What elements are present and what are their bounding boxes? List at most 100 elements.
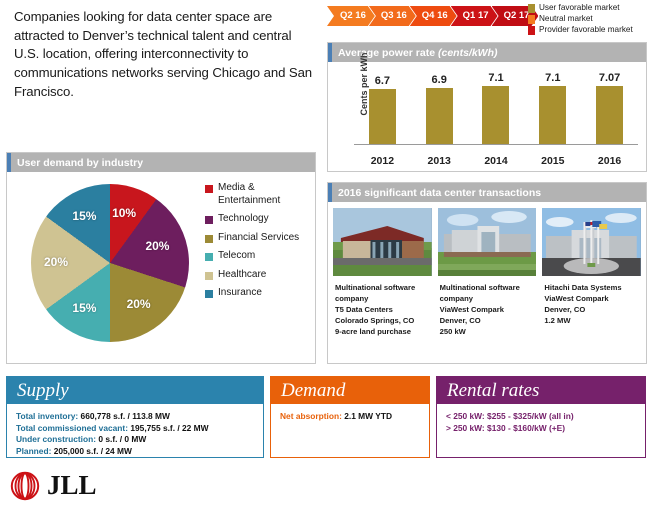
pie-legend-row: Telecom [205,250,313,263]
bar [482,86,510,144]
supply-metric: Under construction: 0 s.f. / 0 MW [16,434,254,446]
card-title: Average power rate (cents/kWh) [338,46,498,59]
transaction-details: Multinational software company ViaWest Com… [438,276,537,337]
pie-legend-row: Financial Services [205,232,313,245]
x-axis-tick-labels: 2012 2013 2014 2015 2016 [354,155,638,167]
legend-label: User favorable market [539,3,620,12]
bar-value-label: 6.7 [374,75,391,88]
ribbon-quarter-q2-17[interactable]: Q2 17 [492,6,539,26]
supply-metric: Total inventory: 660,778 s.f. / 113.8 MW [16,411,254,423]
jll-mark-icon [10,471,40,500]
pie-legend-swatch [205,216,213,224]
transaction-photo [542,208,642,276]
legend-label: Provider favorable market [539,25,633,34]
ribbon-quarter-q3-16[interactable]: Q3 16 [369,6,416,26]
transaction-details: Multinational software company T5 Data Cen… [333,276,432,337]
demand-metric: Net absorption: 2.1 MW YTD [280,411,420,423]
transaction-item: Multinational software company T5 Data Cen… [333,208,432,337]
pie-legend-swatch [205,185,213,193]
legend-row: Neutral market [528,14,650,25]
metric-value: 0 s.f. / 0 MW [96,434,147,444]
panel-header: Demand [271,377,429,404]
average-power-rate-card: Average power rate (cents/kWh) Cents per… [327,42,647,172]
transaction-line: company [335,294,369,303]
panel-title: Rental rates [447,379,540,401]
metric-label: Under construction: [16,434,97,444]
bar-value-label: 7.1 [488,72,504,85]
transaction-item: Multinational software company ViaWest Com… [437,208,537,337]
metric-label: Net absorption: [280,411,342,421]
transaction-item: Hitachi Data Systems ViaWest Compark Denve… [542,208,642,337]
jll-wordmark: JLL [47,470,97,500]
x-tick-label: 2016 [597,155,622,167]
transaction-line: Colorado Springs, CO [335,316,415,325]
panel-header: Supply [7,377,263,404]
legend-swatch [528,15,535,24]
pie-legend-swatch [205,290,213,298]
transaction-photo [333,208,432,276]
bar-group: 7.1 [470,66,521,144]
rental-metric: < 250 kW: $255 - $325/kW (all in) [446,411,574,421]
transaction-line: Denver, CO [544,305,586,314]
pie-slice-label: 20% [145,238,170,253]
transaction-line: 9-acre land purchase [335,327,411,336]
card-title: 2016 significant data center transaction… [338,186,542,199]
legend-swatch [528,4,535,13]
transaction-line: T5 Data Centers [335,305,393,314]
transaction-list: Multinational software company T5 Data Cen… [328,202,646,337]
bar-group: 6.7 [357,66,408,144]
ribbon-quarter-q2-16[interactable]: Q2 16 [327,6,375,26]
bar-group: 7.1 [527,66,578,144]
panel-body: Net absorption: 2.1 MW YTD [271,404,429,430]
pie-legend-label: Insurance [218,287,262,298]
pie-legend-swatch [205,253,213,261]
transaction-line: Multinational software [439,283,520,292]
supply-panel: Supply Total inventory: 660,778 s.f. / 1… [6,376,264,458]
transaction-line: ViaWest Compark [439,305,504,314]
transaction-line: ViaWest Compark [544,294,609,303]
jll-logo: JLL [10,470,97,501]
legend-swatch [528,26,535,35]
pie-slice-label: 15% [72,301,97,316]
pie-legend-swatch [205,271,213,280]
card-header: User demand by industry [7,153,315,172]
panel-body: < 250 kW: $255 - $325/kW (all in) > 250 k… [437,404,645,441]
rental-rates-panel: Rental rates < 250 kW: $255 - $325/kW (a… [436,376,646,458]
market-cycle-ribbon: Q2 16 Q3 16 Q4 16 Q1 17 Q2 17 [327,6,532,26]
pie-legend-label: Healthcare [218,268,267,280]
pie-legend-label: Technology [218,213,269,224]
bar-series: 6.7 6.9 7.1 7.1 7.07 [354,66,638,145]
transaction-line: Denver, CO [439,316,481,325]
pie-legend: Media & Entertainment Technology Financial… [205,182,313,306]
card-header: 2016 significant data center transaction… [328,183,646,202]
transactions-card: 2016 significant data center transaction… [327,182,647,364]
demand-panel: Demand Net absorption: 2.1 MW YTD [270,376,430,458]
metric-label: Total inventory: [16,411,79,421]
bar-value-label: 7.1 [545,72,561,85]
pie-slice-label: 20% [126,297,151,312]
pie-legend-row: Technology [205,213,313,226]
transaction-line: Multinational software [335,283,416,292]
bar-group: 7.07 [584,66,635,144]
panel-body: Total inventory: 660,778 s.f. / 113.8 MW… [7,404,263,464]
legend-label: Neutral market [539,14,593,23]
metric-label: Planned: [16,445,52,456]
metric-value: 2.1 MW YTD [341,411,392,421]
ribbon-quarter-q1-17[interactable]: Q1 17 [451,6,498,26]
pie-slice-label: 10% [112,205,137,220]
bar [425,87,453,144]
bar [539,86,567,144]
pie-legend-label: Telecom [218,250,256,261]
card-header: Average power rate (cents/kWh) [328,43,646,62]
panel-header: Rental rates [437,377,645,404]
bar-value-label: 6.9 [431,73,447,86]
supply-metric: Total commissioned vacant: 195,755 s.f. … [16,423,254,435]
intro-paragraph: Companies looking for data center space … [14,9,313,99]
pie-legend-label: Media & Entertainment [218,182,281,206]
transaction-photo [437,208,537,276]
pie-legend-label: Financial Services [218,231,300,243]
ribbon-quarter-q4-16[interactable]: Q4 16 [410,6,457,26]
metric-value: 660,778 s.f. / 113.8 MW [78,411,170,421]
pie-legend-swatch [205,234,213,243]
